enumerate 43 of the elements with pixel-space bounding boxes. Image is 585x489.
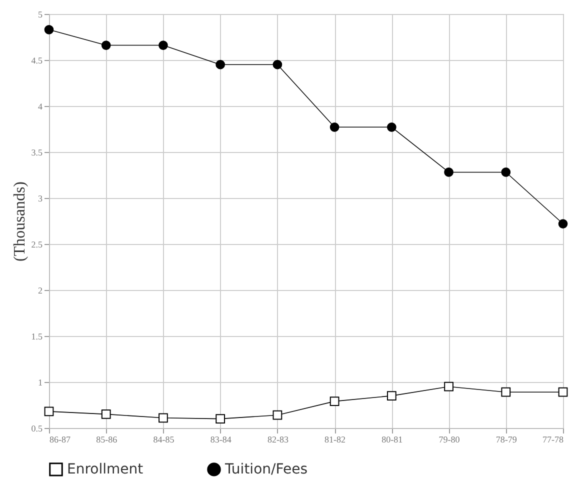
point (158, 40, 168, 50)
point (501, 387, 511, 397)
point (444, 168, 454, 177)
point (101, 40, 111, 50)
y-tick-label: 5 (38, 10, 43, 20)
point (101, 410, 111, 419)
legend-label: Enrollment (67, 461, 144, 478)
y-tick-label: 3 (38, 194, 43, 204)
y-tick-label: 0.5 (31, 424, 43, 434)
x-tick-label: 83-84 (210, 434, 232, 444)
point (44, 406, 54, 416)
y-tick-label: 4.5 (31, 56, 43, 66)
point (558, 219, 568, 228)
x-tick-label: 77-78 (542, 434, 564, 444)
x-tick-label: 85-86 (96, 434, 118, 444)
x-tick-label: 80-81 (382, 434, 403, 444)
point (330, 396, 340, 406)
y-tick-label: 1.5 (31, 332, 43, 342)
x-tick-label: 81-82 (324, 434, 346, 444)
y-tick-label: 1 (38, 378, 42, 388)
y-tick-label: 4 (38, 102, 43, 112)
point (558, 387, 568, 397)
y-tick-label: 2 (38, 286, 42, 296)
x-tick-label: 86-87 (50, 434, 71, 444)
point (444, 382, 454, 392)
point (272, 60, 282, 70)
y-axis-title: (Thousands) (11, 182, 28, 262)
point (158, 413, 168, 423)
y-tick-label: 3.5 (31, 148, 43, 158)
x-tick-label: 78-79 (496, 434, 518, 444)
point (330, 122, 340, 132)
point (386, 391, 396, 400)
point (386, 122, 396, 132)
x-tick-label: 84-85 (153, 434, 175, 444)
y-tick-label: 2.5 (31, 240, 43, 250)
x-tick-label: 82-83 (267, 434, 289, 444)
point (272, 410, 282, 420)
point (44, 24, 54, 34)
point (501, 168, 511, 177)
point (216, 414, 226, 424)
point (216, 60, 226, 70)
x-tick-label: 79-80 (438, 434, 460, 444)
legend-label: Tuition/Fees (224, 461, 308, 478)
